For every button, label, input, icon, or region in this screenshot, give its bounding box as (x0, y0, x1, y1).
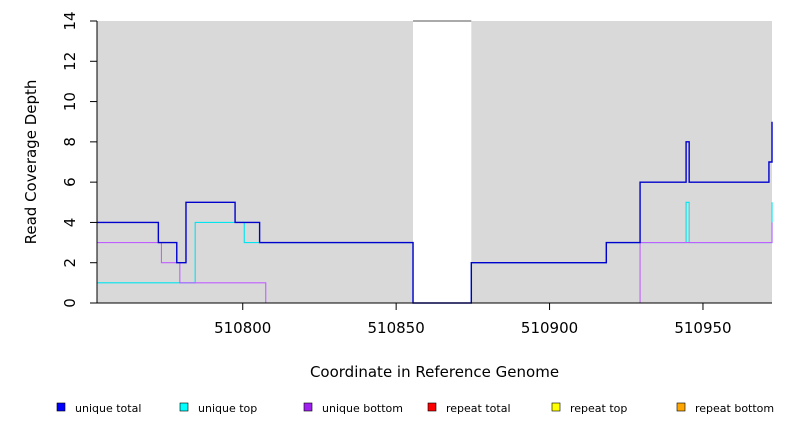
y-axis-title: Read Coverage Depth (22, 80, 40, 245)
y-tick-label-4: 8 (61, 137, 79, 147)
legend-label: unique top (198, 402, 257, 415)
series-line-unique-bottom (97, 222, 773, 304)
plot-frame (96, 20, 772, 304)
legend-swatch (551, 402, 561, 412)
legend-label: repeat bottom (695, 402, 774, 415)
legend-label: repeat top (570, 402, 627, 415)
legend: unique total unique top unique bottom repea… (56, 402, 774, 415)
y-tick-label-0: 0 (61, 298, 79, 308)
legend-item-unique-total: unique total (56, 402, 141, 415)
y-tick-label-3: 6 (61, 177, 79, 187)
y-axis: 0 2 4 6 8 10 12 14 (61, 11, 97, 308)
y-tick-label-1: 2 (61, 258, 79, 268)
x-tick-label-2: 510900 (521, 319, 578, 337)
legend-item-repeat-bottom: repeat bottom (676, 402, 774, 415)
background-region-0 (97, 21, 414, 303)
legend-item-unique-top: unique top (179, 402, 257, 415)
legend-item-unique-bottom: unique bottom (303, 402, 403, 415)
legend-swatch (676, 402, 686, 412)
legend-item-repeat-top: repeat top (551, 402, 627, 415)
x-tick-label-0: 510800 (214, 319, 271, 337)
legend-label: unique bottom (322, 402, 403, 415)
legend-swatch (303, 402, 313, 412)
legend-label: repeat total (446, 402, 511, 415)
legend-swatch (427, 402, 437, 412)
background-region-1 (413, 21, 472, 303)
y-tick-label-2: 4 (61, 218, 79, 228)
legend-swatch (179, 402, 189, 412)
y-tick-label-5: 10 (61, 92, 79, 111)
x-axis-title: Coordinate in Reference Genome (310, 363, 559, 381)
legend-swatch (56, 402, 66, 412)
background-region-2 (471, 21, 772, 303)
x-tick-label-3: 510950 (674, 319, 731, 337)
x-tick-label-1: 510850 (368, 319, 425, 337)
y-tick-label-6: 12 (61, 52, 79, 71)
x-axis: 510800 510850 510900 510950 (214, 303, 732, 337)
plot-background (97, 21, 772, 303)
legend-label: unique total (75, 402, 141, 415)
y-tick-label-7: 14 (61, 11, 79, 30)
legend-item-repeat-total: repeat total (427, 402, 511, 415)
